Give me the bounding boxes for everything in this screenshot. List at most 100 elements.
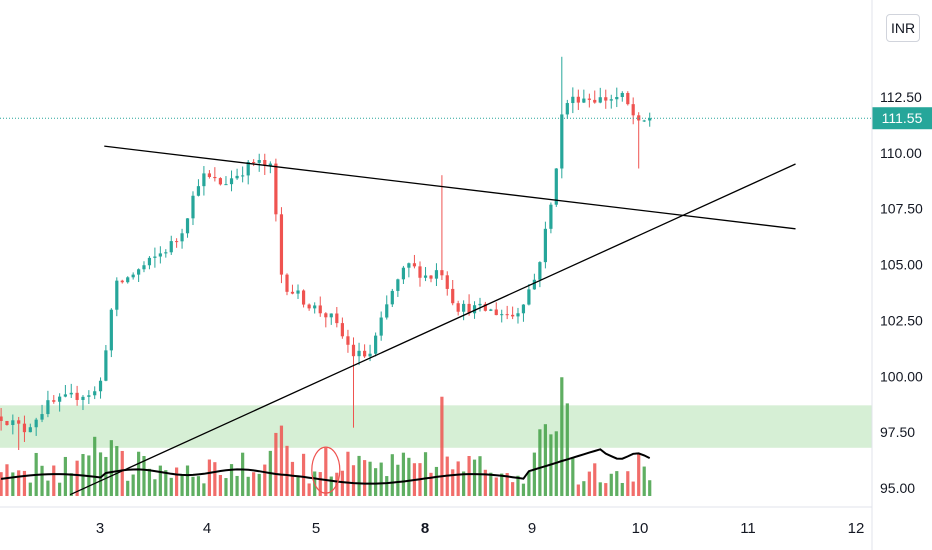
volume-bar: [494, 477, 498, 496]
candle-body: [598, 97, 602, 103]
volume-bar: [582, 481, 586, 496]
y-tick-label: 110.00: [880, 145, 922, 161]
candle-body: [296, 290, 300, 294]
candle-body: [516, 313, 520, 317]
candle-body: [17, 420, 21, 424]
volume-bar: [505, 473, 509, 496]
volume-bar: [279, 425, 284, 496]
candle-body: [241, 175, 245, 177]
candle-body: [69, 392, 73, 395]
last-price-tag-bg: [872, 107, 932, 130]
trend-line[interactable]: [69, 163, 796, 496]
volume-bar: [615, 471, 619, 496]
volume-bar: [379, 462, 383, 496]
volume-bar: [483, 469, 487, 496]
volume-bar: [489, 472, 493, 496]
candle-body: [456, 303, 460, 312]
volume-bar: [158, 465, 162, 496]
volume-bar: [324, 447, 328, 496]
volume-bar: [543, 424, 547, 496]
candle-body: [213, 176, 217, 179]
y-tick-label: 112.50: [880, 89, 922, 105]
highlight-ellipse: [311, 446, 341, 494]
volume-bar: [218, 475, 223, 496]
candle-body: [648, 118, 652, 121]
volume-bar: [22, 470, 27, 496]
candle-body: [329, 313, 333, 318]
volume-bar: [11, 472, 15, 496]
trend-line[interactable]: [104, 145, 796, 230]
candle-body: [202, 173, 206, 187]
trend-lines[interactable]: [69, 145, 796, 496]
candle-body: [549, 204, 553, 229]
candle-body: [500, 314, 504, 316]
candle-body: [351, 344, 356, 357]
candle-body: [462, 303, 466, 312]
volume-bar: [385, 476, 389, 496]
candle-body: [440, 270, 444, 276]
volume-bar: [631, 481, 635, 496]
candle-body: [554, 168, 558, 205]
volume-bar: [63, 456, 67, 496]
volume-moving-average: [0, 448, 651, 485]
volume-bar: [93, 436, 97, 496]
support-zone: [0, 405, 872, 448]
volume-bar: [604, 483, 608, 496]
candle-body: [81, 396, 85, 400]
candle-body: [472, 305, 477, 314]
volume-bar: [75, 460, 79, 496]
candle-body: [98, 380, 103, 392]
candle-body: [175, 241, 179, 243]
volume-bar: [0, 472, 3, 496]
candle-body: [527, 289, 531, 305]
candle-body: [582, 98, 586, 103]
x-tick-label: 12: [848, 520, 865, 537]
volume-bar: [511, 482, 515, 496]
candle-body: [196, 186, 201, 196]
volume-bar: [357, 455, 361, 496]
volume-bar: [5, 464, 9, 496]
candle-body: [218, 178, 223, 185]
last-price-label: 111.55: [881, 110, 923, 126]
candle-body: [576, 96, 580, 103]
volume-bar: [440, 396, 444, 496]
candle-body: [571, 96, 575, 104]
y-tick-label: 95.00: [880, 480, 915, 496]
x-tick-label: 10: [632, 520, 649, 537]
volume-bar: [346, 451, 350, 496]
volume-bar: [576, 484, 580, 496]
volume-bar: [246, 476, 250, 496]
volume-bar: [307, 483, 311, 496]
candle-body: [158, 253, 162, 257]
candle-body: [615, 97, 619, 100]
volume-bar: [462, 471, 466, 496]
currency-badge[interactable]: INR: [886, 14, 920, 42]
candle-body: [445, 275, 449, 289]
volume-bar: [191, 476, 195, 496]
volume-bar: [368, 461, 372, 496]
volume-bar: [500, 473, 504, 496]
candle-body: [28, 427, 32, 433]
volume-bar: [274, 432, 278, 496]
candle-body: [169, 241, 173, 253]
candle-body: [22, 423, 27, 433]
volume-bar: [467, 456, 471, 496]
volume-bar: [263, 464, 267, 496]
candle-body: [374, 335, 378, 354]
candle-body: [429, 275, 433, 279]
volume-bar: [609, 473, 613, 496]
volume-bar: [390, 454, 394, 496]
volume-bar: [175, 467, 179, 496]
candle-body: [511, 314, 515, 317]
volume-bar: [285, 445, 289, 496]
candle-body: [412, 263, 417, 267]
volume-bar: [565, 403, 569, 496]
volume-bar: [648, 480, 652, 496]
x-axis: 3 4 5 8 9 10 11 12: [0, 506, 872, 537]
volume-bar: [329, 476, 333, 496]
candle-body: [532, 279, 536, 290]
candle-body: [252, 162, 256, 164]
volume-bar: [396, 464, 400, 496]
y-tick-label: 102.50: [880, 312, 923, 328]
